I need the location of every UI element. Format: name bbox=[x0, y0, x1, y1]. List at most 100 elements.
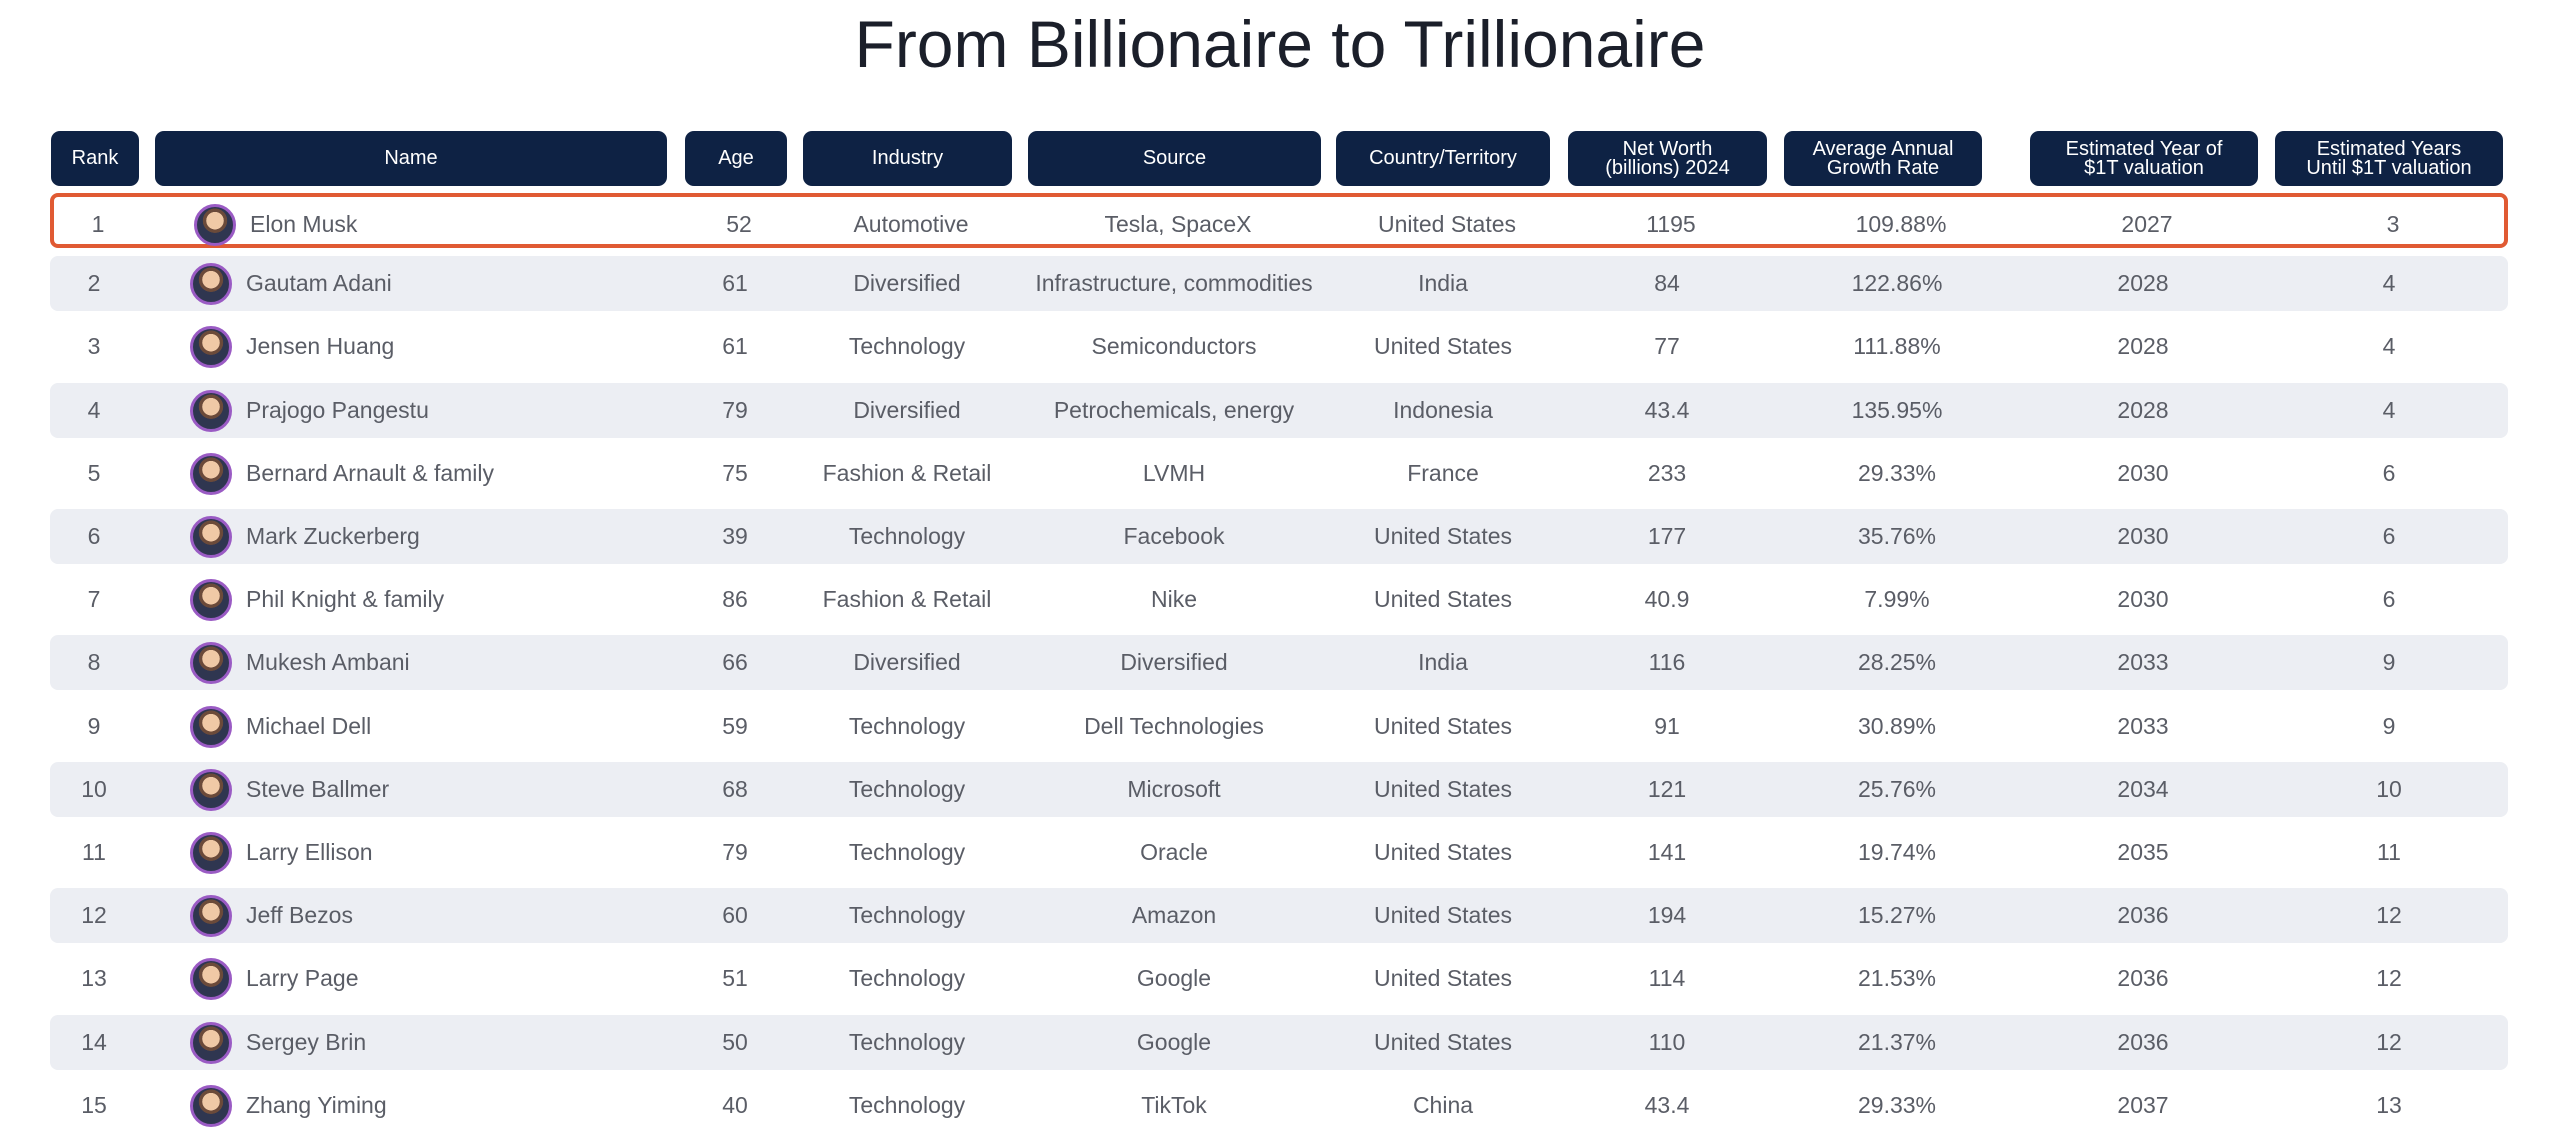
cell-est-years-until: 6 bbox=[2382, 523, 2396, 549]
cell-rank: 14 bbox=[81, 1029, 107, 1055]
cell-rank: 1 bbox=[91, 211, 105, 237]
person-name: Prajogo Pangestu bbox=[246, 397, 429, 423]
column-header-net-worth: Net Worth (billions) 2024 bbox=[1568, 131, 1767, 186]
cell-rank: 15 bbox=[81, 1092, 107, 1118]
cell-age: 66 bbox=[722, 649, 748, 675]
cell-est-year: 2036 bbox=[2117, 965, 2169, 991]
cell-rank: 6 bbox=[87, 523, 101, 549]
cell-age: 60 bbox=[722, 902, 748, 928]
cell-est-years-until: 9 bbox=[2382, 713, 2396, 739]
cell-age: 61 bbox=[722, 270, 748, 296]
cell-net-worth: 114 bbox=[1648, 965, 1686, 991]
column-header-est-year: Estimated Year of $1T valuation bbox=[2030, 131, 2258, 186]
cell-age: 86 bbox=[722, 586, 748, 612]
cell-rank: 12 bbox=[81, 902, 107, 928]
avatar bbox=[194, 203, 236, 246]
cell-net-worth: 40.9 bbox=[1644, 586, 1690, 612]
cell-name: Zhang Yiming bbox=[190, 1078, 387, 1133]
cell-name: Gautam Adani bbox=[190, 256, 392, 311]
cell-industry: Technology bbox=[848, 839, 966, 865]
cell-source: Oracle bbox=[1140, 839, 1208, 865]
cell-age: 61 bbox=[722, 333, 748, 359]
cell-growth-rate: 35.76% bbox=[1857, 523, 1936, 549]
person-name: Elon Musk bbox=[250, 211, 358, 237]
cell-name: Phil Knight & family bbox=[190, 572, 444, 627]
avatar bbox=[190, 578, 232, 621]
cell-source: Nike bbox=[1150, 586, 1197, 612]
table-row: 4 Prajogo Pangestu 79 Diversified Petrochemi… bbox=[50, 383, 2508, 438]
table-row: 12 Jeff Bezos 60 Technology Amazon United Sta… bbox=[50, 888, 2508, 943]
cell-industry: Technology bbox=[848, 776, 966, 802]
avatar bbox=[190, 325, 232, 368]
person-name: Larry Page bbox=[246, 965, 359, 991]
cell-rank: 13 bbox=[81, 965, 107, 991]
table-row: 9 Michael Dell 59 Technology Dell Technologi… bbox=[50, 699, 2508, 754]
cell-est-year: 2030 bbox=[2117, 460, 2169, 486]
cell-age: 51 bbox=[722, 965, 748, 991]
cell-name: Elon Musk bbox=[194, 197, 357, 252]
cell-country: United States bbox=[1373, 839, 1513, 865]
cell-rank: 8 bbox=[87, 649, 101, 675]
cell-industry: Technology bbox=[848, 333, 966, 359]
cell-country: United States bbox=[1373, 333, 1513, 359]
table-row: 10 Steve Ballmer 68 Technology Microsoft Unit… bbox=[50, 762, 2508, 817]
cell-source: Infrastructure, commodities bbox=[1035, 270, 1313, 296]
table-row: 15 Zhang Yiming 40 Technology TikTok China 43.… bbox=[50, 1078, 2508, 1133]
cell-est-years-until: 10 bbox=[2376, 776, 2402, 802]
person-name: Zhang Yiming bbox=[246, 1092, 387, 1118]
column-header-age: Age bbox=[685, 131, 787, 186]
cell-est-years-until: 4 bbox=[2382, 397, 2396, 423]
column-header-rank: Rank bbox=[51, 131, 139, 186]
cell-age: 52 bbox=[726, 211, 752, 237]
table-row: 7 Phil Knight & family 86 Fashion & Retail N… bbox=[50, 572, 2508, 627]
avatar bbox=[190, 768, 232, 811]
cell-industry: Technology bbox=[848, 1029, 966, 1055]
cell-source: LVMH bbox=[1142, 460, 1206, 486]
cell-est-years-until: 11 bbox=[2377, 839, 2401, 865]
cell-country: China bbox=[1412, 1092, 1474, 1118]
table-row: 2 Gautam Adani 61 Diversified Infrastructure… bbox=[50, 256, 2508, 311]
cell-country: India bbox=[1418, 270, 1468, 296]
cell-rank: 5 bbox=[87, 460, 101, 486]
cell-est-year: 2035 bbox=[2117, 839, 2169, 865]
avatar bbox=[190, 957, 232, 1000]
table-row: 3 Jensen Huang 61 Technology Semiconductors U… bbox=[50, 319, 2508, 374]
column-header-growth-rate: Average Annual Growth Rate bbox=[1784, 131, 1982, 186]
avatar bbox=[190, 389, 232, 432]
cell-growth-rate: 19.74% bbox=[1857, 839, 1936, 865]
cell-rank: 4 bbox=[87, 397, 101, 423]
cell-country: United States bbox=[1373, 1029, 1513, 1055]
person-name: Jeff Bezos bbox=[246, 902, 353, 928]
person-name: Michael Dell bbox=[246, 713, 372, 739]
cell-country: France bbox=[1407, 460, 1479, 486]
cell-source: Microsoft bbox=[1127, 776, 1221, 802]
cell-net-worth: 233 bbox=[1647, 460, 1687, 486]
cell-net-worth: 43.4 bbox=[1644, 1092, 1690, 1118]
cell-source: Tesla, SpaceX bbox=[1104, 211, 1252, 237]
cell-growth-rate: 29.33% bbox=[1857, 460, 1936, 486]
cell-growth-rate: 15.27% bbox=[1857, 902, 1936, 928]
person-name: Mark Zuckerberg bbox=[246, 523, 420, 549]
cell-name: Prajogo Pangestu bbox=[190, 383, 429, 438]
cell-industry: Fashion & Retail bbox=[822, 586, 992, 612]
cell-net-worth: 121 bbox=[1647, 776, 1687, 802]
table-row-highlighted: 1 Elon Musk 52 Automotive Tesla, SpaceX Unite… bbox=[50, 193, 2508, 248]
avatar bbox=[190, 1084, 232, 1127]
cell-age: 40 bbox=[722, 1092, 748, 1118]
cell-net-worth: 116 bbox=[1648, 649, 1686, 675]
person-name: Gautam Adani bbox=[246, 270, 392, 296]
cell-name: Michael Dell bbox=[190, 699, 371, 754]
avatar bbox=[190, 452, 232, 495]
cell-net-worth: 177 bbox=[1647, 523, 1687, 549]
cell-country: United States bbox=[1373, 586, 1513, 612]
cell-est-years-until: 6 bbox=[2382, 460, 2396, 486]
cell-growth-rate: 28.25% bbox=[1857, 649, 1936, 675]
cell-growth-rate: 30.89% bbox=[1857, 713, 1936, 739]
cell-country: United States bbox=[1377, 211, 1517, 237]
cell-net-worth: 43.4 bbox=[1644, 397, 1690, 423]
cell-est-year: 2033 bbox=[2117, 713, 2169, 739]
cell-est-year: 2030 bbox=[2117, 523, 2169, 549]
cell-country: Indonesia bbox=[1393, 397, 1493, 423]
avatar bbox=[190, 641, 232, 684]
cell-est-year: 2033 bbox=[2117, 649, 2169, 675]
